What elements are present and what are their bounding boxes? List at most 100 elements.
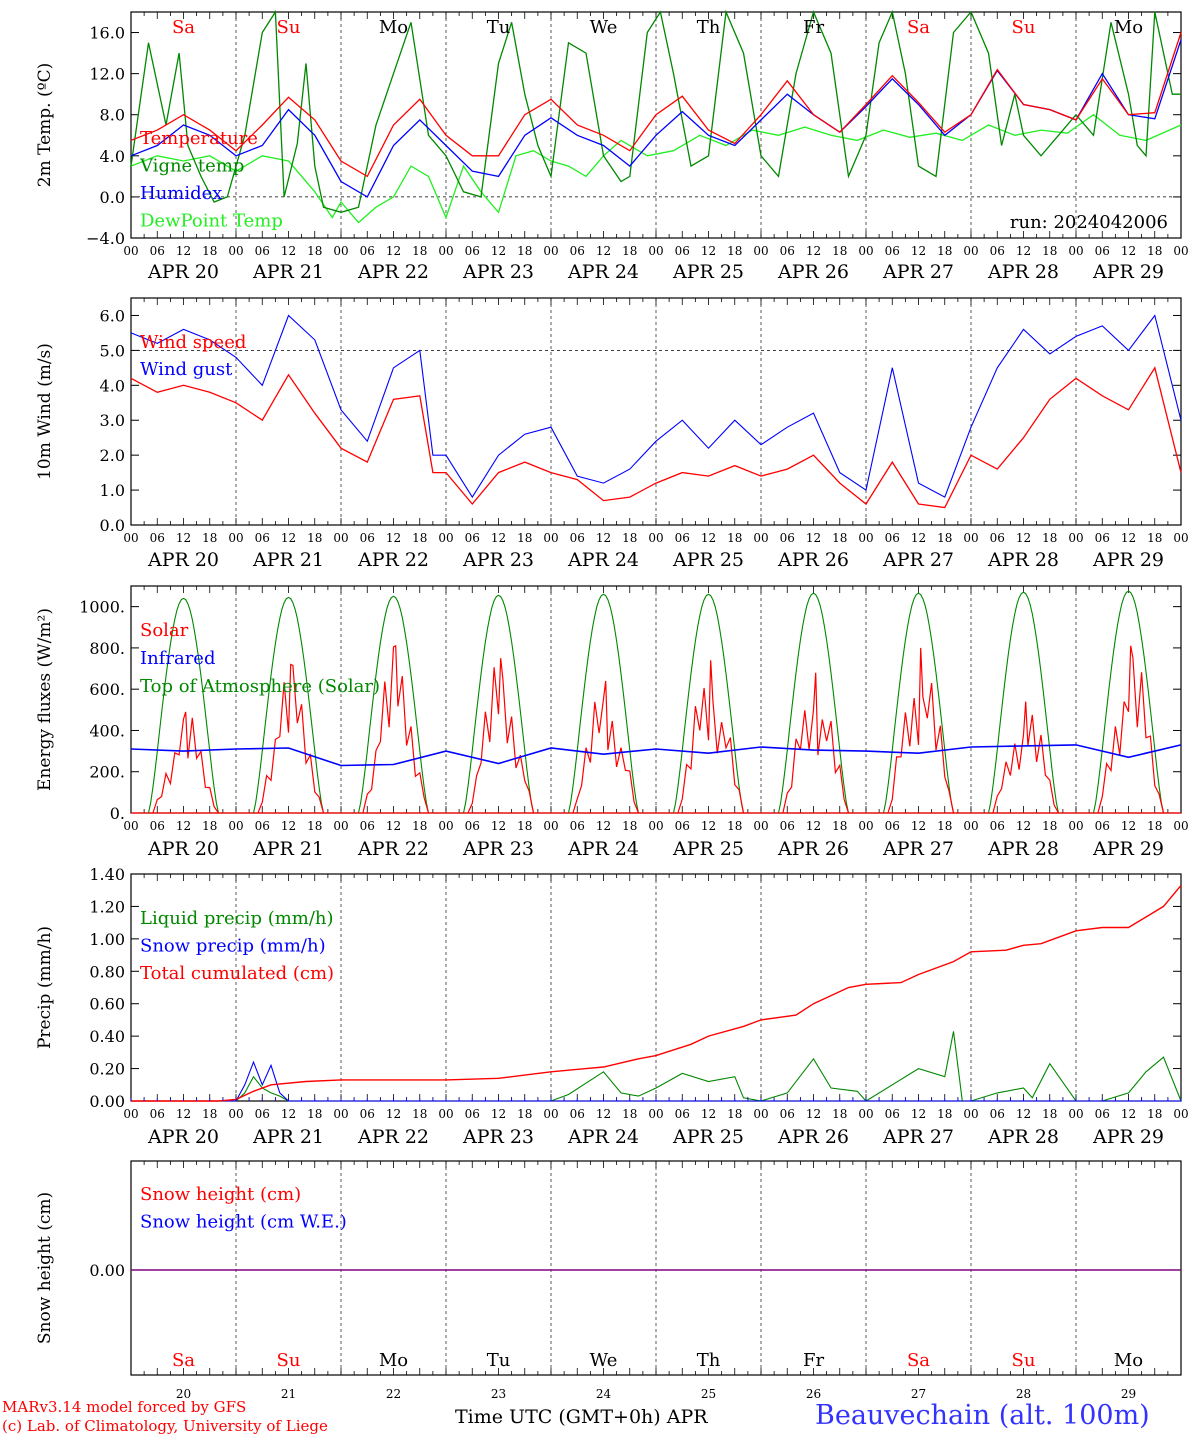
hour-tick-label: 12: [806, 819, 821, 833]
series-total-cumulated: [131, 884, 1182, 1102]
series-wind-gust: [130, 314, 1182, 499]
series-vigne-temp: [130, 9, 1181, 213]
hour-tick-label: 12: [1016, 1107, 1031, 1121]
hour-tick-label: 06: [675, 819, 690, 833]
hour-tick-label: 06: [150, 1107, 165, 1121]
hour-tick-label: 18: [202, 819, 217, 833]
panel-frame-0: 00 06 12 18 APR 20 00 06 12 18 APR 21 00 06 12 18 APR …: [123, 11, 1189, 283]
day-label: APR 21: [252, 261, 324, 283]
day-label: APR 23: [462, 261, 534, 283]
series-toa-day: [672, 593, 745, 814]
hour-tick-label: 18: [517, 244, 532, 258]
date-label: 24: [596, 1387, 612, 1400]
date-label: 28: [1016, 1387, 1031, 1400]
series-solar-day: [1097, 645, 1165, 814]
hour-tick-label: 00: [123, 819, 138, 833]
legend-3: Liquid precip (mm/h) Snow precip (mm/h) To…: [140, 908, 334, 984]
y-axis-title: Energy fluxes (W/m²): [35, 608, 55, 791]
hour-tick-label: 18: [202, 244, 217, 258]
hour-tick-label: 00: [1068, 531, 1083, 545]
legend-entry: Vigne temp: [139, 156, 244, 177]
hour-tick-label: 00: [123, 531, 138, 545]
hour-tick-label: 00: [648, 531, 663, 545]
hour-tick-label: 12: [176, 244, 191, 258]
weekday-label: Tu: [487, 17, 511, 38]
hour-tick-label: 06: [990, 244, 1005, 258]
hour-tick-label: 18: [412, 819, 427, 833]
weekday-label: Sa: [172, 17, 195, 38]
date-label: 29: [1121, 1387, 1136, 1400]
y-tick-label: 1.00: [89, 930, 125, 949]
series-toa-day: [567, 593, 640, 814]
weekday-label: Th: [697, 1350, 721, 1371]
hour-tick-label: 06: [780, 1107, 795, 1121]
y-tick-label: 0.20: [89, 1060, 125, 1079]
meteogram: 00 06 12 18 APR 20 00 06 12 18 APR 21 00 06 12 18 APR …: [35, 9, 1189, 1400]
hour-tick-label: 06: [570, 244, 585, 258]
legend-entry: Solar: [140, 620, 189, 641]
day-label: APR 24: [567, 261, 639, 283]
y-tick-label: 800.: [89, 639, 125, 658]
hour-tick-label: 18: [727, 531, 742, 545]
hour-tick-label: 12: [911, 819, 926, 833]
hour-tick-label: 18: [517, 531, 532, 545]
series-toa-day: [462, 594, 535, 814]
hour-tick-label: 12: [701, 531, 716, 545]
legend-entry: Wind gust: [140, 359, 233, 380]
hour-tick-label: 00: [648, 244, 663, 258]
series-humidex: [130, 39, 1182, 198]
hour-tick-label: 00: [543, 819, 558, 833]
y-tick-label: 0.00: [89, 1261, 125, 1280]
weekday-label: Su: [277, 1350, 301, 1371]
hour-tick-label: 18: [1042, 244, 1057, 258]
y-axis-1: 6.0 5.0 4.0 3.0 2.0 1.0 0.0 10m Wind (m/s): [35, 306, 1181, 535]
weekday-label: Fr: [803, 17, 824, 38]
credit-line-1: MARv3.14 model forced by GFS: [2, 1398, 247, 1416]
hour-tick-label: 18: [517, 1107, 532, 1121]
day-label: APR 28: [987, 838, 1059, 860]
hour-tick-label: 00: [963, 244, 978, 258]
hour-tick-label: 18: [412, 531, 427, 545]
hour-tick-label: 00: [858, 244, 873, 258]
legend-2: Solar Infrared Top of Atmosphere (Solar): [140, 620, 380, 697]
day-label: APR 22: [357, 838, 429, 860]
day-label: APR 23: [462, 838, 534, 860]
weekday-label: Mo: [379, 1350, 408, 1371]
hour-tick-label: 00: [753, 819, 768, 833]
legend-entry: Liquid precip (mm/h): [140, 908, 334, 929]
hour-tick-label: 18: [517, 819, 532, 833]
hour-tick-label: 18: [727, 819, 742, 833]
legend-entry: DewPoint Temp: [140, 211, 283, 232]
weekday-label: Sa: [907, 1350, 930, 1371]
hour-tick-label: 12: [281, 1107, 296, 1121]
day-label: APR 26: [777, 549, 849, 571]
hour-tick-label: 06: [1095, 244, 1110, 258]
hour-tick-label: 12: [806, 531, 821, 545]
weekday-label: Su: [1012, 17, 1036, 38]
panel-frame-2: 00 06 12 18 APR 20 00 06 12 18 APR 21 00 06 12 18 APR …: [123, 585, 1189, 860]
y-tick-label: 0.80: [89, 962, 125, 981]
day-label: APR 20: [147, 549, 219, 571]
hour-tick-label: 06: [465, 531, 480, 545]
series-toa-day: [777, 592, 850, 814]
hour-tick-label: 18: [832, 531, 847, 545]
hour-tick-label: 06: [360, 819, 375, 833]
day-label: APR 24: [567, 549, 639, 571]
hour-tick-label: 18: [622, 531, 637, 545]
hour-tick-label: 00: [1068, 244, 1083, 258]
hour-tick-label: 06: [675, 1107, 690, 1121]
hour-tick-label: 00: [753, 1107, 768, 1121]
legend-1: Wind speed Wind gust: [140, 332, 246, 380]
series-snow-precip: [131, 1060, 1181, 1102]
series-toa-day: [987, 591, 1060, 814]
hour-tick-label: 18: [832, 1107, 847, 1121]
hour-tick-label: 12: [701, 244, 716, 258]
hour-tick-label: 12: [281, 819, 296, 833]
legend-entry: Top of Atmosphere (Solar): [140, 676, 380, 697]
hour-tick-label: 18: [832, 244, 847, 258]
hour-tick-label: 00: [438, 819, 453, 833]
hour-tick-label: 18: [412, 244, 427, 258]
weekday-label: Fr: [803, 1350, 824, 1371]
series-infrared: [130, 744, 1182, 767]
y-axis-0: 16.0 12.0 8.0 4.0 0.0 −4.0 2m Temp. (ºC): [35, 24, 1181, 248]
